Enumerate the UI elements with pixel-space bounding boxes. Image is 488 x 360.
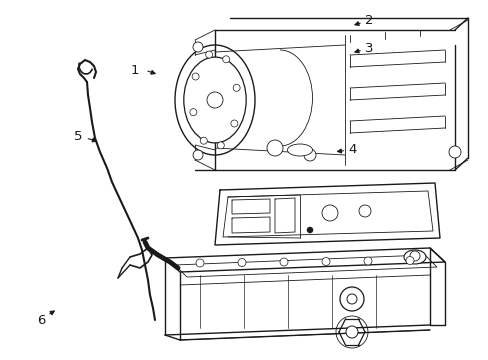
Ellipse shape: [403, 250, 425, 264]
Circle shape: [448, 146, 460, 158]
Circle shape: [339, 287, 363, 311]
Circle shape: [206, 92, 223, 108]
Circle shape: [193, 150, 203, 160]
Circle shape: [321, 205, 337, 221]
Circle shape: [405, 256, 413, 265]
Circle shape: [409, 251, 419, 261]
Circle shape: [200, 137, 207, 144]
Circle shape: [196, 259, 203, 267]
Circle shape: [321, 257, 329, 266]
Circle shape: [189, 109, 197, 116]
Circle shape: [233, 84, 240, 91]
Circle shape: [217, 142, 224, 149]
Text: 4: 4: [347, 143, 356, 156]
Circle shape: [205, 51, 212, 58]
Text: 3: 3: [364, 42, 373, 55]
Circle shape: [238, 258, 245, 266]
Circle shape: [363, 257, 371, 265]
Text: 5: 5: [74, 130, 82, 143]
Circle shape: [358, 205, 370, 217]
Circle shape: [266, 140, 283, 156]
Polygon shape: [231, 199, 269, 214]
Circle shape: [193, 42, 203, 52]
Circle shape: [346, 294, 356, 304]
Circle shape: [280, 258, 287, 266]
Polygon shape: [164, 248, 444, 272]
Circle shape: [304, 149, 315, 161]
Circle shape: [230, 120, 238, 127]
Circle shape: [192, 73, 199, 80]
Circle shape: [222, 56, 229, 63]
Ellipse shape: [183, 57, 245, 143]
Polygon shape: [215, 183, 439, 245]
Text: 2: 2: [364, 14, 373, 27]
Text: 6: 6: [37, 314, 46, 327]
Text: 1: 1: [130, 64, 139, 77]
Polygon shape: [231, 217, 269, 233]
Polygon shape: [274, 198, 294, 233]
Circle shape: [346, 326, 357, 338]
Ellipse shape: [287, 144, 312, 156]
Circle shape: [306, 227, 312, 233]
